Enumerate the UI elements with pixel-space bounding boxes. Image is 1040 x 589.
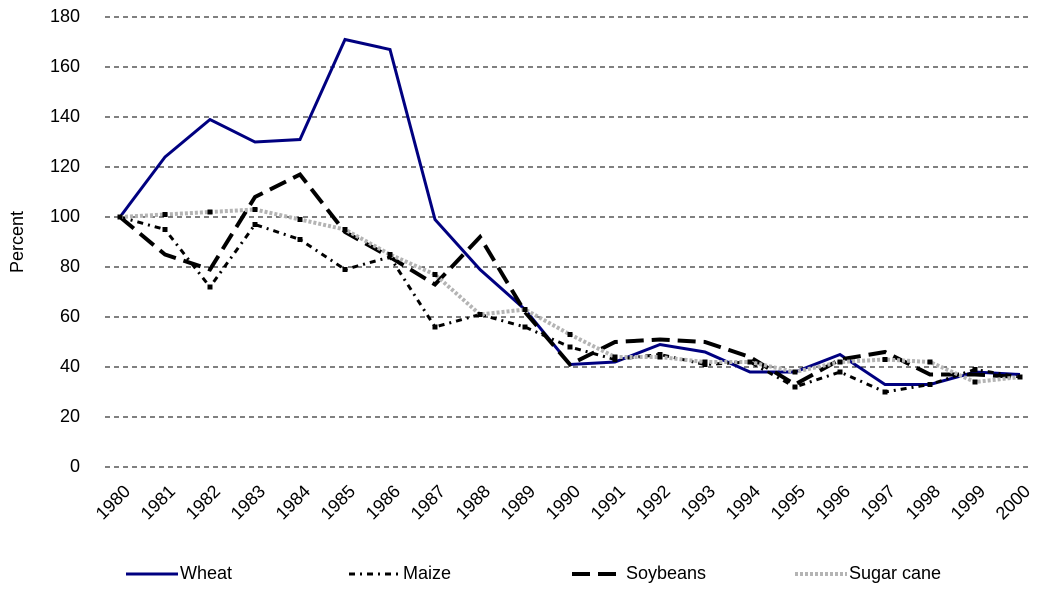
y-tick-label: 100 (50, 206, 80, 226)
x-tick-label: 1981 (137, 481, 179, 523)
point-marker (207, 209, 213, 215)
point-marker (567, 344, 573, 350)
point-marker (972, 379, 978, 385)
legend-label: Wheat (180, 563, 232, 583)
point-marker (387, 252, 393, 257)
y-tick-label: 20 (60, 406, 80, 426)
x-tick-label: 2000 (992, 481, 1034, 523)
point-marker (432, 272, 438, 277)
point-marker (522, 307, 528, 312)
x-tick-label: 1983 (227, 481, 269, 523)
point-marker (1017, 374, 1023, 380)
x-tick-label: 1980 (92, 481, 134, 523)
point-marker (837, 369, 843, 375)
y-tick-label: 0 (70, 456, 80, 476)
point-marker (297, 217, 303, 222)
point-marker (162, 212, 168, 217)
point-marker (522, 324, 528, 330)
x-tick-label: 1989 (497, 481, 539, 523)
legend-label: Soybeans (626, 563, 706, 583)
point-marker (972, 367, 978, 372)
point-marker (882, 357, 888, 362)
point-marker (612, 354, 618, 360)
point-marker (747, 359, 753, 365)
point-marker (252, 222, 258, 227)
point-marker (432, 324, 438, 330)
point-marker (792, 369, 798, 375)
x-tick-label: 1998 (902, 481, 944, 523)
point-marker (927, 382, 933, 387)
x-tick-label: 1987 (407, 481, 449, 523)
legend-label: Sugar cane (849, 563, 941, 583)
series-line (118, 171, 1021, 387)
legend-label: Maize (403, 563, 451, 583)
y-tick-label: 40 (60, 356, 80, 376)
x-tick-label: 1985 (317, 481, 359, 523)
point-marker (117, 214, 123, 220)
x-tick-label: 1986 (362, 481, 404, 523)
x-tick-label: 1996 (812, 481, 854, 523)
point-marker (342, 227, 348, 232)
point-marker (792, 384, 798, 390)
y-tick-label: 140 (50, 106, 80, 126)
point-marker (477, 312, 483, 317)
x-tick-label: 1990 (542, 481, 584, 523)
point-marker (702, 359, 708, 365)
point-marker (882, 389, 888, 395)
point-marker (657, 354, 663, 360)
x-tick-label: 1993 (677, 481, 719, 523)
y-axis-label: Percent (7, 211, 27, 273)
x-tick-label: 1991 (587, 481, 629, 523)
x-tick-label: 1992 (632, 481, 674, 523)
point-marker (927, 359, 933, 365)
x-tick-label: 1995 (767, 481, 809, 523)
x-tick-label: 1994 (722, 481, 764, 523)
point-marker (162, 227, 168, 232)
point-marker (342, 267, 348, 272)
point-marker (252, 207, 258, 212)
point-marker (207, 284, 213, 290)
y-tick-label: 80 (60, 256, 80, 276)
point-marker (837, 359, 843, 365)
x-tick-label: 1984 (272, 481, 314, 523)
point-marker (567, 332, 573, 337)
y-tick-label: 120 (50, 156, 80, 176)
x-tick-label: 1997 (857, 481, 899, 523)
x-tick-label: 1982 (182, 481, 224, 523)
x-tick-label: 1988 (452, 481, 494, 523)
series-line (119, 207, 1021, 385)
y-tick-label: 160 (50, 56, 80, 76)
point-marker (297, 237, 303, 242)
x-tick-label: 1999 (947, 481, 989, 523)
y-tick-label: 180 (50, 6, 80, 26)
y-tick-label: 60 (60, 306, 80, 326)
